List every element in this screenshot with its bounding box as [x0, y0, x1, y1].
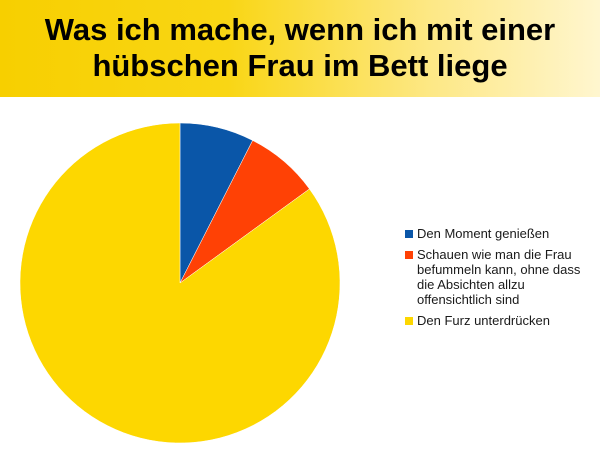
- legend-swatch-moment: [405, 230, 413, 238]
- legend-label-moment: Den Moment genießen: [417, 226, 550, 241]
- legend-label-befummeln: Schauen wie man die Frau befummeln kann,…: [417, 247, 581, 307]
- title-banner: Was ich mache, wenn ich mit einer hübsch…: [0, 0, 600, 97]
- chart-title-line-2: hübschen Frau im Bett liege: [92, 48, 508, 83]
- legend-item-moment: Den Moment genießen: [405, 226, 595, 241]
- chart-title-line-1: Was ich mache, wenn ich mit einer: [44, 12, 556, 47]
- pie-slices: [19, 122, 341, 444]
- legend-item-furz: Den Furz unterdrücken: [405, 313, 595, 328]
- legend-label-furz: Den Furz unterdrücken: [417, 313, 550, 328]
- chart-legend: Den Moment genießen Schauen wie man die …: [405, 226, 595, 334]
- pie-slice-furz: [19, 122, 341, 444]
- legend-item-befummeln: Schauen wie man die Frau befummeln kann,…: [405, 247, 595, 307]
- legend-swatch-furz: [405, 317, 413, 325]
- legend-swatch-befummeln: [405, 251, 413, 259]
- chart-title: Was ich mache, wenn ich mit einer hübsch…: [0, 12, 600, 84]
